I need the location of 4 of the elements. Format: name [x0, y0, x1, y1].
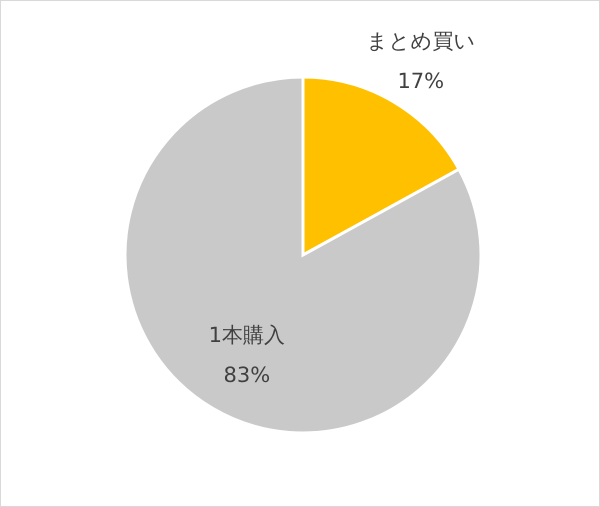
data-label: 17%: [397, 68, 444, 93]
data-label: 83%: [223, 362, 270, 387]
slice-label: 1本購入: [208, 322, 286, 347]
slice-label: まとめ買い: [366, 28, 476, 53]
